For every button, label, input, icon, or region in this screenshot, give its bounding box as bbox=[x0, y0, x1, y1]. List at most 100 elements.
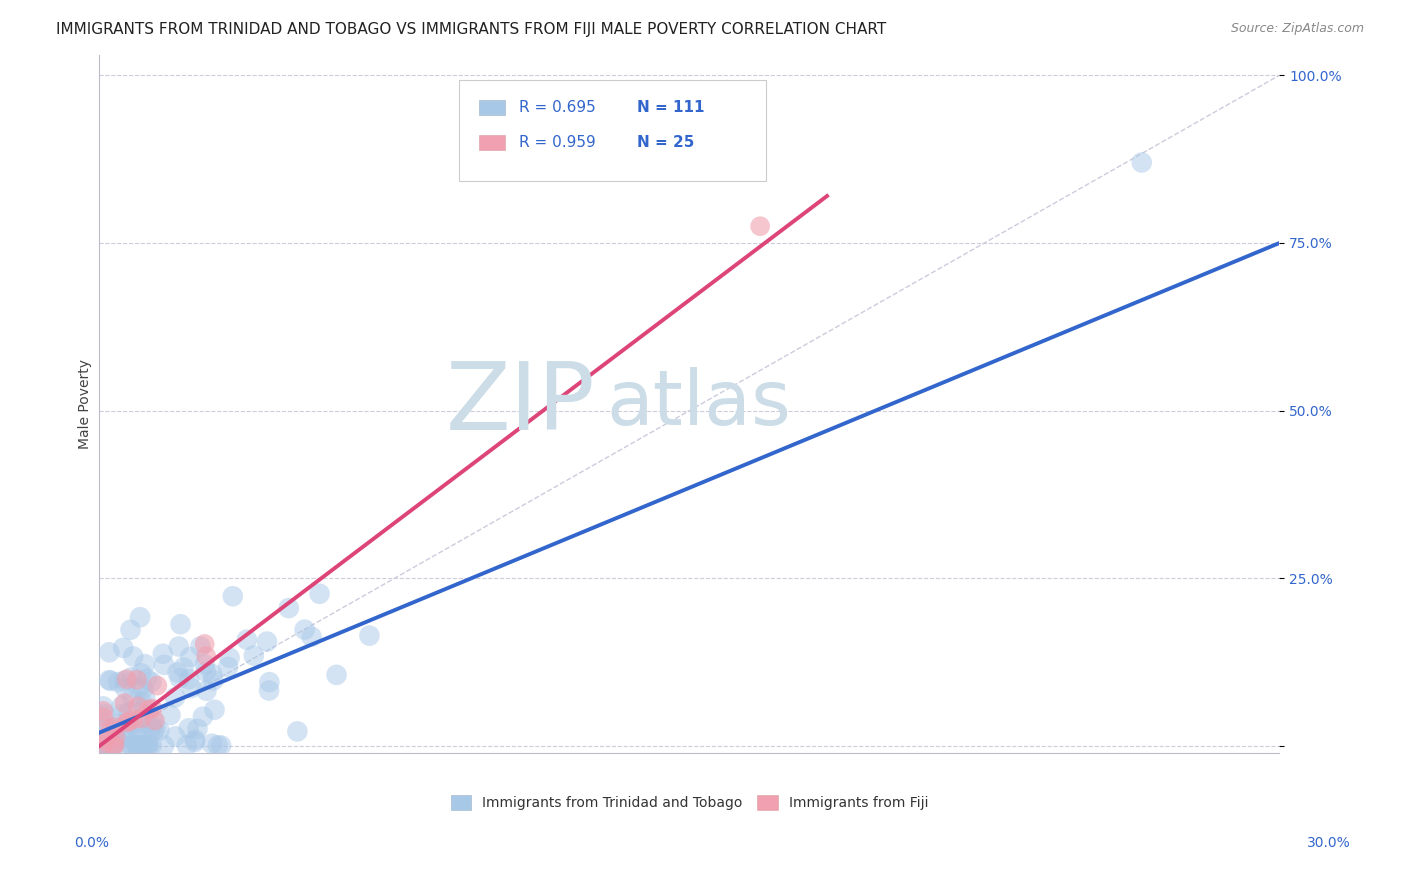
Point bbox=[184, 732, 207, 747]
Point bbox=[194, 657, 217, 672]
Point bbox=[180, 681, 202, 695]
Point bbox=[96, 730, 118, 744]
Point bbox=[115, 672, 138, 686]
FancyBboxPatch shape bbox=[460, 79, 766, 181]
Point bbox=[159, 708, 181, 723]
Point bbox=[127, 739, 149, 753]
Point bbox=[127, 723, 149, 737]
Point bbox=[93, 739, 115, 753]
Point bbox=[277, 601, 299, 615]
Point bbox=[107, 675, 129, 690]
Point bbox=[179, 672, 201, 686]
Point bbox=[98, 673, 121, 687]
Point bbox=[141, 721, 163, 735]
Point bbox=[94, 723, 117, 737]
Point bbox=[325, 668, 347, 682]
Point bbox=[204, 703, 226, 717]
Text: 0.0%: 0.0% bbox=[75, 836, 108, 850]
Point bbox=[121, 670, 143, 684]
Point bbox=[100, 673, 122, 688]
Point bbox=[184, 735, 207, 749]
Point bbox=[121, 690, 143, 705]
Point bbox=[104, 739, 127, 753]
Point bbox=[165, 730, 187, 744]
Point bbox=[91, 739, 114, 753]
Point bbox=[256, 634, 278, 648]
Point bbox=[173, 660, 195, 674]
Point bbox=[143, 723, 166, 738]
Point bbox=[166, 665, 188, 680]
Point bbox=[91, 739, 114, 753]
Point bbox=[136, 672, 159, 686]
Point bbox=[114, 696, 136, 710]
Point bbox=[128, 681, 150, 696]
Point bbox=[301, 630, 323, 644]
Point bbox=[134, 657, 156, 672]
Point bbox=[209, 739, 232, 753]
Point bbox=[128, 731, 150, 746]
Point bbox=[94, 734, 117, 748]
Text: N = 25: N = 25 bbox=[637, 135, 695, 150]
Text: R = 0.959: R = 0.959 bbox=[519, 135, 596, 150]
Point bbox=[122, 713, 145, 727]
Point bbox=[114, 673, 136, 688]
FancyBboxPatch shape bbox=[479, 100, 505, 115]
Point bbox=[122, 649, 145, 664]
Point bbox=[169, 671, 191, 685]
Point bbox=[141, 702, 163, 716]
Point bbox=[131, 666, 153, 681]
Point bbox=[115, 715, 138, 730]
Point bbox=[103, 739, 125, 753]
Point bbox=[222, 589, 245, 603]
Y-axis label: Male Poverty: Male Poverty bbox=[79, 359, 93, 449]
Point bbox=[217, 660, 239, 674]
Point bbox=[169, 617, 191, 632]
Point bbox=[148, 723, 170, 738]
Point bbox=[115, 718, 138, 732]
Point bbox=[194, 665, 217, 679]
Text: ZIP: ZIP bbox=[446, 358, 595, 450]
Point bbox=[132, 681, 155, 696]
Point bbox=[195, 648, 218, 663]
Point bbox=[141, 675, 163, 690]
Point bbox=[153, 739, 176, 753]
Point bbox=[195, 683, 218, 698]
Point bbox=[104, 723, 127, 737]
Point bbox=[127, 715, 149, 730]
Point bbox=[135, 739, 157, 753]
Point bbox=[134, 739, 156, 753]
Point bbox=[125, 673, 148, 687]
Point bbox=[152, 647, 174, 661]
FancyBboxPatch shape bbox=[479, 135, 505, 150]
Point bbox=[132, 728, 155, 742]
Point bbox=[111, 707, 134, 722]
Point bbox=[114, 739, 136, 753]
Point bbox=[153, 657, 176, 672]
Point bbox=[176, 739, 198, 753]
Point bbox=[131, 712, 153, 726]
Point bbox=[359, 629, 381, 643]
Point bbox=[91, 699, 114, 714]
Point bbox=[134, 690, 156, 705]
Point bbox=[112, 640, 135, 655]
Point bbox=[103, 739, 125, 753]
Text: Source: ZipAtlas.com: Source: ZipAtlas.com bbox=[1230, 22, 1364, 36]
Point bbox=[115, 731, 138, 745]
Point bbox=[105, 731, 128, 746]
Point bbox=[194, 637, 217, 651]
Point bbox=[190, 640, 212, 654]
Point bbox=[186, 722, 208, 736]
Point bbox=[191, 709, 214, 723]
Point bbox=[177, 721, 200, 735]
Point bbox=[98, 645, 121, 659]
Point bbox=[138, 739, 160, 753]
Point bbox=[111, 727, 134, 741]
Point bbox=[287, 724, 309, 739]
Point bbox=[294, 623, 316, 637]
Point bbox=[118, 739, 141, 753]
Point bbox=[91, 704, 114, 718]
Point bbox=[308, 587, 330, 601]
Point bbox=[121, 739, 143, 753]
Point bbox=[94, 739, 117, 753]
Point bbox=[141, 712, 163, 726]
